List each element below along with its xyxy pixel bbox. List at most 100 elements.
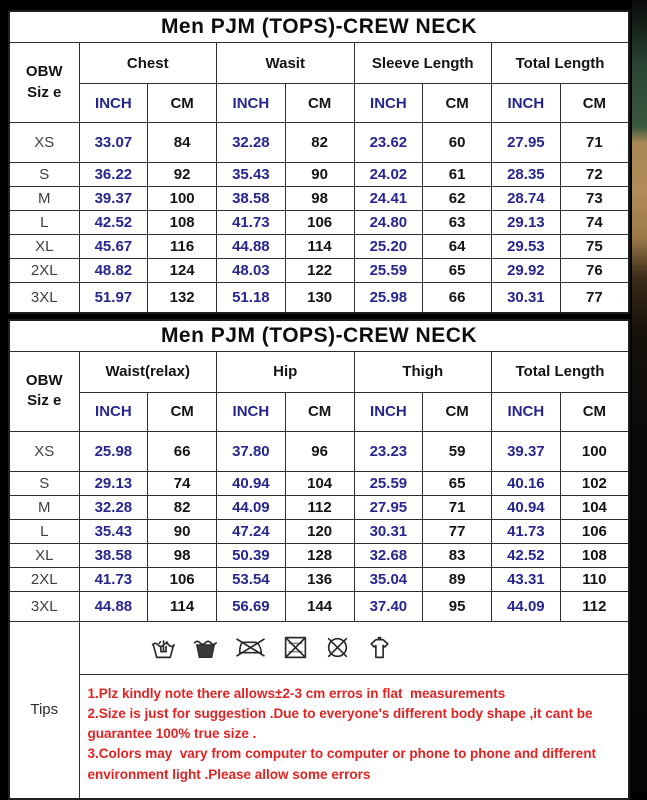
size-label: XL (8, 234, 80, 259)
cm-value: 72 (559, 162, 630, 187)
size-column-header: OBW Siz e (8, 42, 80, 123)
size-chart-sheet: Men PJM (TOPS)-CREW NECK OBW Siz e Chest… (8, 10, 630, 800)
unit-header-cm: CM (559, 391, 630, 432)
table-row: 3XL 51.97 132 51.18 130 25.98 66 30.31 77 (8, 282, 630, 313)
group-header-row: OBW Siz e Waist(relax) Hip Thigh Total L… (8, 350, 630, 432)
inch-value: 44.09 (491, 590, 561, 622)
cm-value: 104 (284, 470, 355, 496)
size-label: M (8, 186, 80, 211)
cm-value: 62 (422, 186, 492, 211)
inch-value: 38.58 (78, 542, 149, 568)
inch-value: 32.28 (216, 122, 286, 163)
tips-row: 1.Plz kindly note there allows±2-3 cm er… (9, 673, 630, 799)
cm-value: 106 (559, 518, 630, 544)
table-row: S 29.13 74 40.94 104 25.59 65 40.16 102 (8, 470, 630, 496)
group-header-chest: Chest (78, 42, 217, 84)
cm-value: 120 (284, 518, 355, 544)
inch-value: 27.95 (353, 494, 424, 520)
table-title: Men PJM (TOPS)-CREW NECK (8, 319, 630, 352)
inch-value: 40.94 (216, 470, 286, 496)
inch-value: 45.67 (78, 234, 149, 259)
inch-value: 25.20 (353, 234, 424, 259)
size-label: L (8, 210, 80, 235)
inch-value: 40.94 (491, 494, 561, 520)
care-symbols-cell (78, 620, 630, 675)
inch-value: 37.40 (353, 590, 424, 622)
cm-value: 90 (147, 518, 217, 544)
table-row: 2XL 41.73 106 53.54 136 35.04 89 43.31 110 (8, 566, 630, 592)
size-label: M (8, 494, 80, 520)
inch-value: 25.98 (353, 282, 424, 313)
cm-value: 74 (559, 210, 630, 235)
group-header-thigh: Thigh (353, 350, 492, 393)
cm-value: 108 (559, 542, 630, 568)
inch-value: 41.73 (491, 518, 561, 544)
size-label: 2XL (8, 566, 80, 592)
inch-value: 25.59 (353, 470, 424, 496)
cm-value: 114 (147, 590, 217, 622)
table-row: M 32.28 82 44.09 112 27.95 71 40.94 104 (8, 494, 630, 520)
cm-value: 66 (147, 430, 217, 472)
unit-header-inch: INCH (216, 391, 286, 432)
cm-value: 95 (422, 590, 492, 622)
cm-value: 128 (284, 542, 355, 568)
table-row: M 39.37 100 38.58 98 24.41 62 28.74 73 (8, 186, 630, 211)
size-label: 2XL (8, 258, 80, 283)
cm-value: 136 (284, 566, 355, 592)
cm-value: 132 (147, 282, 217, 313)
inch-value: 40.16 (491, 470, 561, 496)
do-not-iron-icon (234, 634, 267, 661)
unit-header-inch: INCH (78, 83, 149, 123)
inch-value: 24.41 (353, 186, 424, 211)
tips-text-cell: 1.Plz kindly note there allows±2-3 cm er… (78, 673, 630, 799)
cm-value: 102 (559, 470, 630, 496)
cm-value: 100 (559, 430, 630, 472)
group-header-total-length: Total Length (491, 42, 630, 84)
table-row: S 36.22 92 35.43 90 24.02 61 28.35 72 (8, 162, 630, 187)
cm-value: 83 (422, 542, 492, 568)
inch-value: 41.73 (216, 210, 286, 235)
inch-value: 28.74 (491, 186, 561, 211)
cm-value: 122 (284, 258, 355, 283)
inch-value: 29.92 (491, 258, 561, 283)
cm-value: 60 (422, 122, 492, 163)
table-row: XL 38.58 98 50.39 128 32.68 83 42.52 108 (8, 542, 630, 568)
inch-value: 42.52 (491, 542, 561, 568)
inch-value: 23.23 (353, 430, 424, 472)
cm-value: 65 (422, 470, 492, 496)
cm-value: 92 (147, 162, 217, 187)
inch-value: 51.97 (78, 282, 149, 313)
inch-value: 35.04 (353, 566, 424, 592)
cm-value: 98 (147, 542, 217, 568)
cm-value: 90 (284, 162, 355, 187)
inch-value: 39.37 (491, 430, 561, 472)
unit-header-cm: CM (147, 391, 217, 432)
cm-value: 144 (284, 590, 355, 622)
unit-header-inch: INCH (216, 83, 286, 123)
unit-header-inch: INCH (353, 83, 424, 123)
cm-value: 74 (147, 470, 217, 496)
cm-value: 73 (559, 186, 630, 211)
group-header-waist: Wasit (216, 42, 355, 84)
cm-value: 63 (422, 210, 492, 235)
inch-value: 28.35 (491, 162, 561, 187)
cm-value: 64 (422, 234, 492, 259)
background-photo-edge (632, 0, 647, 793)
inch-value: 42.52 (78, 210, 149, 235)
inch-value: 44.88 (78, 590, 149, 622)
cm-value: 124 (147, 258, 217, 283)
cm-value: 106 (147, 566, 217, 592)
cm-value: 77 (422, 518, 492, 544)
size-label: 3XL (8, 282, 80, 313)
unit-header-cm: CM (422, 83, 492, 123)
size-chart-top: Men PJM (TOPS)-CREW NECK OBW Siz e Chest… (8, 10, 630, 314)
cm-value: 61 (422, 162, 492, 187)
wash-tub-icon (192, 634, 219, 661)
inch-value: 41.73 (78, 566, 149, 592)
size-header-line2: Siz e (27, 83, 62, 101)
inch-value: 47.24 (216, 518, 286, 544)
cm-value: 116 (147, 234, 217, 259)
inch-value: 24.80 (353, 210, 424, 235)
inch-value: 30.31 (491, 282, 561, 313)
